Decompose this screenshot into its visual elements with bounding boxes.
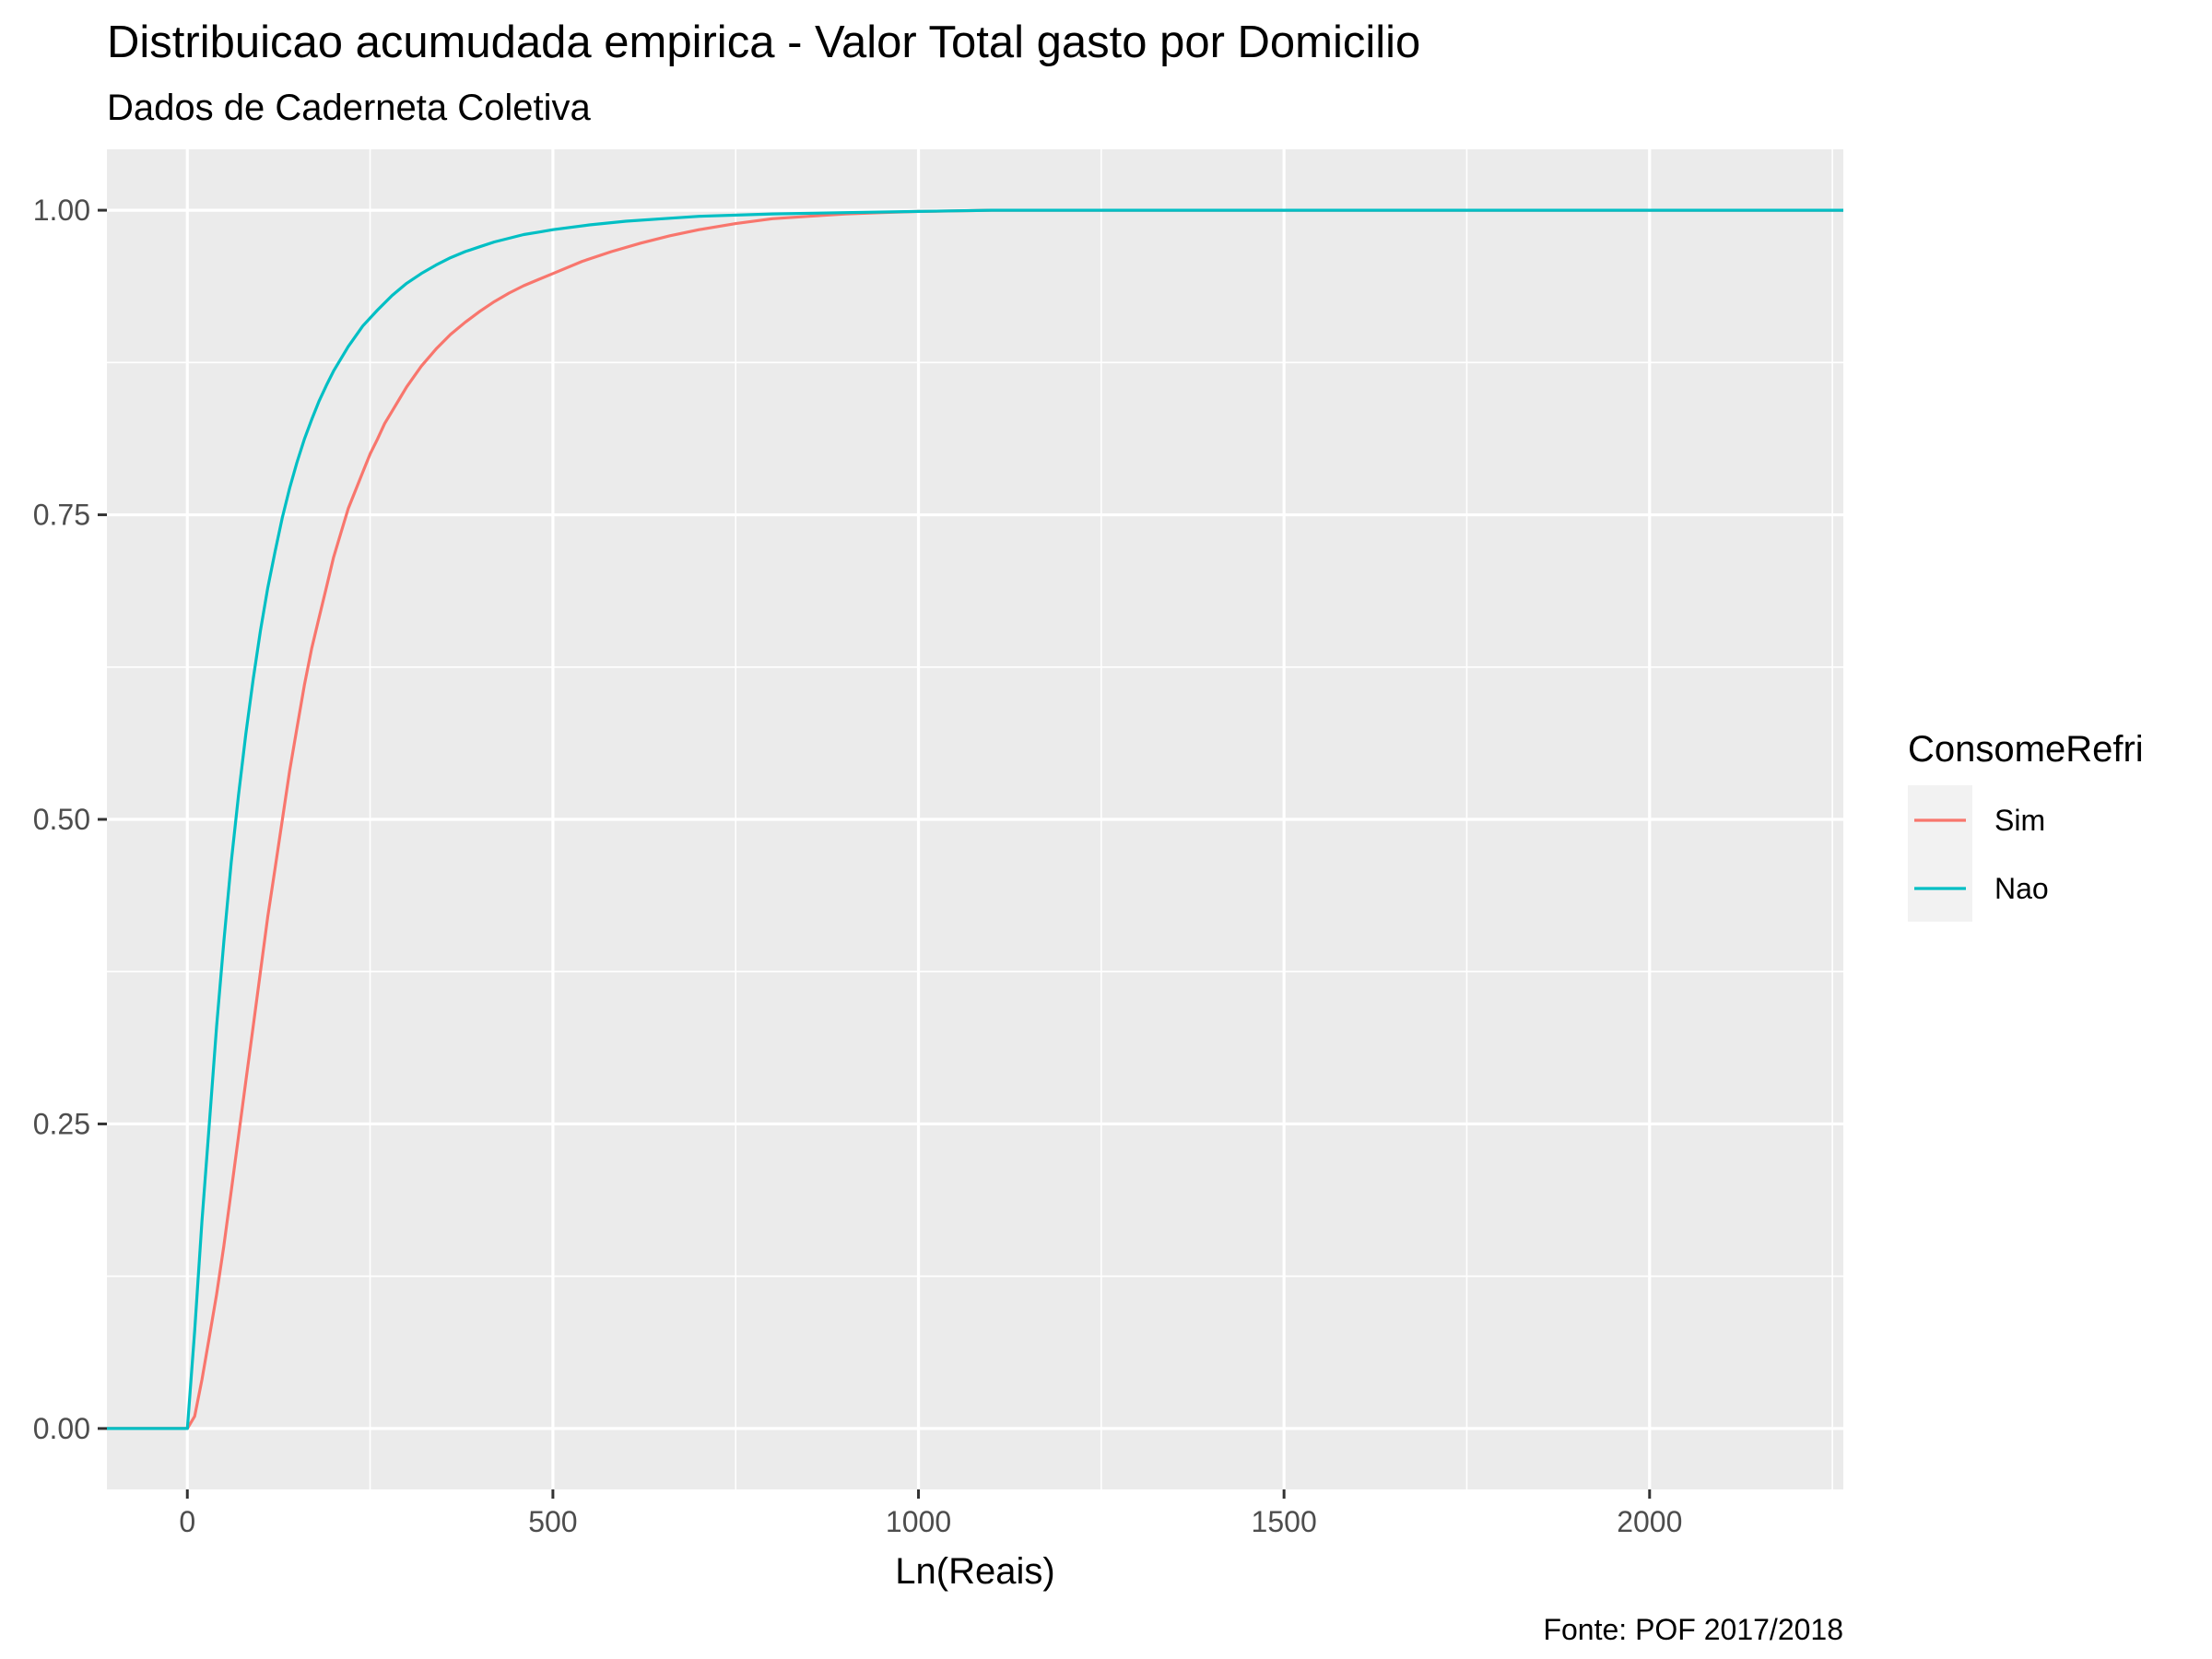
y-tick-label: 0.50 — [33, 803, 90, 836]
legend-label-nao: Nao — [1994, 872, 2049, 905]
series-layer — [107, 208, 1843, 1430]
chart-subtitle: Dados de Caderneta Coletiva — [107, 88, 592, 128]
x-tick-label: 1500 — [1252, 1505, 1317, 1538]
legend-key-background — [1908, 785, 1972, 922]
y-tick-label: 0.25 — [33, 1107, 90, 1140]
x-tick-label: 2000 — [1617, 1505, 1682, 1538]
series-line-nao — [107, 208, 1843, 1430]
x-axis-title: Ln(Reais) — [895, 1551, 1054, 1592]
legend: ConsomeRefri Sim Nao — [1908, 729, 2144, 922]
y-tick-label: 0.00 — [33, 1412, 90, 1445]
x-tick-label: 1000 — [886, 1505, 951, 1538]
legend-label-sim: Sim — [1994, 804, 2045, 837]
axis-tick-labels: 0 500 1000 1500 2000 0.00 0.25 0.50 0.75 1.00 — [33, 194, 1683, 1538]
chart-title: Distribuicao acumudada empirica - Valor … — [107, 18, 1420, 67]
chart-caption: Fonte: POF 2017/2018 — [1543, 1613, 1843, 1646]
y-tick-label: 1.00 — [33, 194, 90, 227]
x-tick-label: 500 — [528, 1505, 577, 1538]
axis-ticks — [98, 208, 1652, 1499]
legend-title: ConsomeRefri — [1908, 729, 2144, 770]
y-tick-label: 0.75 — [33, 499, 90, 532]
x-tick-label: 0 — [179, 1505, 195, 1538]
